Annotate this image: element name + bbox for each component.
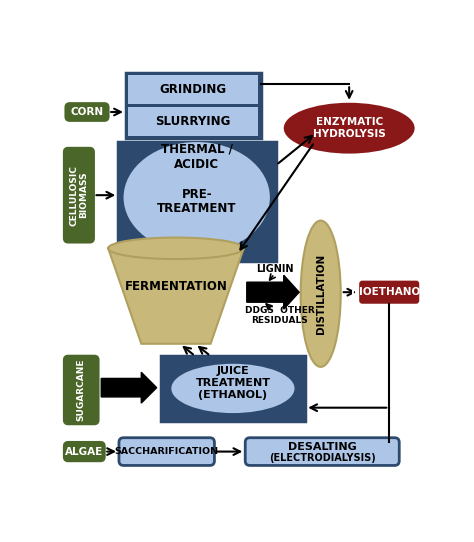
FancyBboxPatch shape: [64, 148, 93, 242]
FancyArrow shape: [247, 275, 299, 309]
FancyBboxPatch shape: [161, 356, 305, 421]
Ellipse shape: [124, 142, 270, 253]
FancyBboxPatch shape: [119, 438, 214, 466]
Text: FERMENTATION: FERMENTATION: [125, 280, 228, 293]
Text: BIOETHANOL: BIOETHANOL: [351, 287, 427, 297]
Ellipse shape: [108, 237, 244, 259]
FancyBboxPatch shape: [128, 75, 258, 104]
Ellipse shape: [171, 364, 294, 413]
Text: SACCHARIFICATION: SACCHARIFICATION: [115, 447, 219, 456]
Ellipse shape: [284, 103, 415, 153]
FancyBboxPatch shape: [118, 142, 276, 261]
Text: HYDROLYSIS: HYDROLYSIS: [313, 128, 385, 139]
Text: ENZYMATIC: ENZYMATIC: [316, 117, 383, 127]
Text: (ELECTRODIALYSIS): (ELECTRODIALYSIS): [269, 453, 375, 463]
FancyBboxPatch shape: [128, 107, 258, 136]
Text: ALGAE: ALGAE: [65, 447, 103, 456]
FancyBboxPatch shape: [245, 438, 399, 466]
FancyBboxPatch shape: [126, 73, 261, 138]
FancyBboxPatch shape: [66, 104, 108, 120]
Polygon shape: [108, 248, 244, 344]
Text: CORN: CORN: [70, 107, 103, 117]
Text: CELLULOSIC
BIOMASS: CELLULOSIC BIOMASS: [69, 165, 89, 225]
Text: THERMAL /
ACIDIC

PRE-
TREATMENT: THERMAL / ACIDIC PRE- TREATMENT: [157, 143, 237, 216]
Text: GRINDING: GRINDING: [159, 83, 227, 96]
FancyBboxPatch shape: [64, 356, 98, 424]
Text: DISTILLATION: DISTILLATION: [316, 254, 326, 334]
Text: SUGARCANE: SUGARCANE: [77, 359, 86, 421]
FancyBboxPatch shape: [359, 281, 419, 304]
Ellipse shape: [301, 221, 341, 367]
Text: JUICE
TREATMENT
(ETHANOL): JUICE TREATMENT (ETHANOL): [195, 366, 270, 399]
FancyBboxPatch shape: [64, 442, 104, 461]
Text: SLURRYING: SLURRYING: [155, 115, 230, 128]
Text: DDGS  OTHER
RESIDUALS: DDGS OTHER RESIDUALS: [245, 306, 315, 325]
Text: LIGNIN: LIGNIN: [256, 264, 293, 274]
Text: DESALTING: DESALTING: [288, 442, 356, 452]
FancyArrow shape: [101, 372, 157, 403]
